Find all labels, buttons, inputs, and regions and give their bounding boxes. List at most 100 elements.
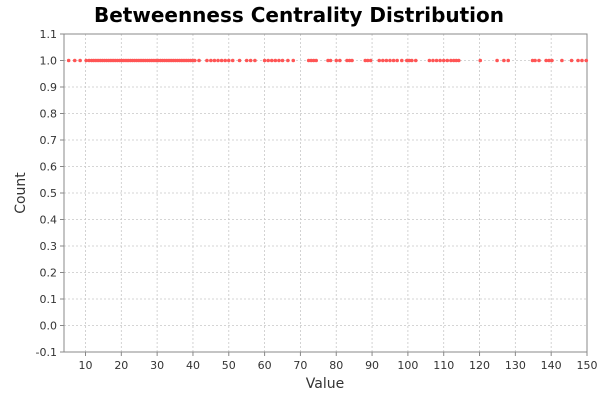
x-tick-label: 30 [150,359,164,372]
data-point [395,58,399,63]
y-tick-label: 0.2 [40,267,58,280]
data-point [216,58,220,63]
data-point [495,58,499,63]
data-point [237,58,242,63]
x-tick-label: 130 [505,359,526,372]
data-point [253,58,257,63]
data-point [454,58,459,63]
data-point [427,58,432,63]
y-tick-label: 0.4 [40,214,58,227]
y-tick-label: 0.7 [40,134,58,147]
data-point [384,58,389,63]
data-point [286,58,290,63]
data-point [314,58,318,63]
x-tick-label: 90 [365,359,379,372]
data-point [407,58,412,63]
data-point [328,58,333,63]
x-tick-label: 50 [222,359,236,372]
grid [64,33,588,353]
data-point [365,58,370,63]
x-tick-label: 70 [293,359,307,372]
data-point [226,58,231,63]
data-point [550,58,554,63]
data-point [347,58,352,63]
y-tick-label: -0.1 [36,346,57,359]
data-point [262,58,267,63]
data-point [381,58,385,63]
data-point [338,58,342,63]
data-point [78,58,82,63]
data-point [266,58,270,63]
data-point [530,58,535,63]
data-point [212,58,217,63]
data-point [311,58,316,63]
data-point [363,58,368,63]
y-tick-label: 1.1 [40,28,58,41]
data-point [209,58,213,63]
data-point [273,58,278,63]
y-tick-label: 0.8 [40,108,58,121]
x-tick-label: 120 [469,359,490,372]
data-point [537,58,541,63]
data-point [580,58,584,63]
data-point [431,58,435,63]
data-point [400,58,404,63]
data-point [544,58,548,63]
y-tick-label: 1.0 [40,55,58,68]
data-point [345,58,349,63]
x-tick-label: 150 [577,359,598,372]
y-tick-label: 0.5 [40,187,58,200]
x-tick-label: 140 [541,359,562,372]
x-tick-label: 10 [78,359,92,372]
data-point [391,58,396,63]
data-point [84,58,89,63]
y-tick-label: 0.1 [40,293,58,306]
data-point [547,58,551,63]
data-point [405,58,409,63]
data-point [441,58,446,63]
x-tick-label: 60 [258,359,272,372]
data-point [223,58,227,63]
data-point [388,58,392,63]
y-tick-label: 0.0 [40,320,58,333]
data-point [219,58,224,63]
data-point [413,58,418,63]
x-tick-label: 20 [114,359,128,372]
data-point [456,58,461,63]
data-point [576,58,580,63]
data-point [533,58,537,63]
data-point [72,58,77,63]
y-tick-label: 0.6 [40,161,58,174]
data-point [569,58,574,63]
data-point [506,58,510,63]
data-point [377,58,382,63]
data-point [309,58,313,63]
data-point [350,58,354,63]
data-point [248,58,253,63]
data-point [334,58,339,63]
data-point [205,58,209,63]
x-tick-label: 40 [186,359,200,372]
y-axis-label: Count [13,172,29,214]
data-point [291,58,296,63]
data-point [197,58,201,63]
x-tick-label: 100 [397,359,418,372]
data-points [66,58,589,63]
y-tick-label: 0.3 [40,240,58,253]
data-point [451,58,456,63]
data-point [280,58,285,63]
data-point [478,58,483,63]
data-point [192,58,197,63]
data-point [445,58,450,63]
data-point [410,58,414,63]
data-point [326,58,330,63]
axis-ticks: -0.1 0.0 0.1 0.2 0.3 0.4 0.5 0.6 0.7 0.8 0.9 1.0 1.1… [36,28,598,372]
data-point [449,58,453,63]
data-point [230,58,235,63]
data-point [560,58,564,63]
data-point [269,58,274,63]
data-point [368,58,373,63]
chart-title: Betweenness Centrality Distribution [94,3,504,27]
data-point [66,58,71,63]
